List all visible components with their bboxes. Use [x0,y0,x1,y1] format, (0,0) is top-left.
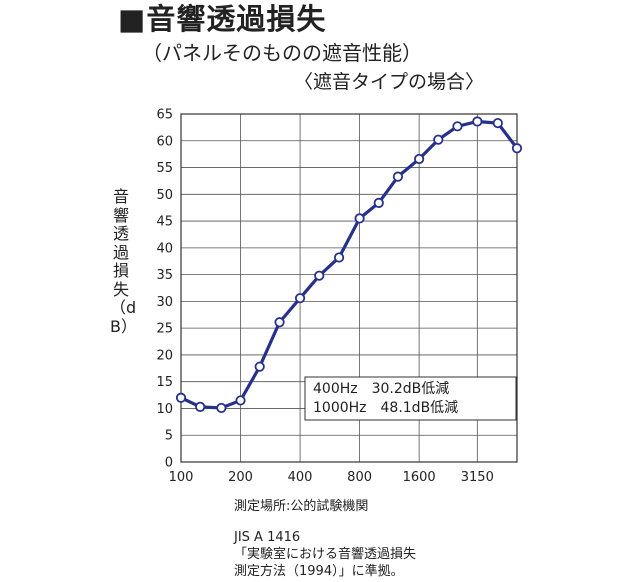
annotation-box [304,376,517,421]
data-point [492,118,503,129]
note-place: 測定場所:公的試験機関 [234,499,369,514]
data-point [354,213,365,224]
x-tick-label: 3150 [461,470,494,485]
x-tick-label: 100 [169,470,194,485]
data-point [392,171,404,182]
annotation-line: 1000Hz 48.1dB低減 [313,399,458,416]
measurement-notes: 測定場所:公的試験機関 JIS A 1416 「実験室における音響透過損失 測定… [234,498,416,580]
y-tick-label: 35 [156,268,173,283]
plot-frame [180,113,518,463]
y-tick-label: 50 [156,188,173,203]
data-point [294,293,306,304]
series-line [180,119,519,410]
data-point [511,143,523,154]
y-tick-label: 25 [156,322,173,337]
y-axis-label: 音響透過損失（dB） [110,187,137,336]
y-tick-label: 60 [156,134,173,149]
data-point [254,361,265,372]
x-tick-label: 800 [347,470,372,485]
data-point [235,395,246,406]
data-point [216,402,227,414]
x-tick-label: 400 [288,470,313,485]
data-point [333,252,345,263]
data-point [175,392,187,403]
data-point [373,197,384,208]
data-point [472,116,483,127]
note-standard: JIS A 1416 [234,530,301,545]
data-point [414,153,425,165]
note-line2: 測定方法（1994）」に準拠。 [234,564,404,579]
y-tick-label: 55 [156,161,173,176]
chart-series [175,116,523,414]
annotation-line: 400Hz 30.2dB低減 [313,380,449,397]
y-tick-label: 65 [156,108,173,123]
page-subtitle: （パネルそのものの遮音性能） [142,41,422,65]
x-tick-label: 1600 [403,470,436,485]
data-point [452,121,463,132]
y-tick-label: 45 [156,215,173,230]
chart-annotation: 400Hz 30.2dB低減 1000Hz 48.1dB低減 [304,376,517,421]
y-tick-label: 10 [156,402,173,417]
data-point [195,401,206,412]
y-tick-label: 0 [165,456,173,471]
y-tick-label: 15 [156,375,173,390]
case-label: 〈遮音タイプの場合〉 [294,71,485,93]
x-tick-label: 200 [228,470,253,485]
data-point [314,270,325,281]
y-tick-label: 30 [156,295,173,310]
y-tick-label: 40 [156,241,173,256]
y-tick-label: 5 [165,429,173,444]
page-title: ■音響透過損失 [118,2,327,36]
note-line1: 「実験室における音響透過損失 [234,547,417,562]
chart-tick-labels: 0 5 10 15 20 25 30 35 40 45 50 55 60 65 100 200 400 800 16… [156,108,493,486]
y-tick-label: 20 [156,348,173,363]
data-point [274,317,285,328]
data-point [433,134,444,145]
